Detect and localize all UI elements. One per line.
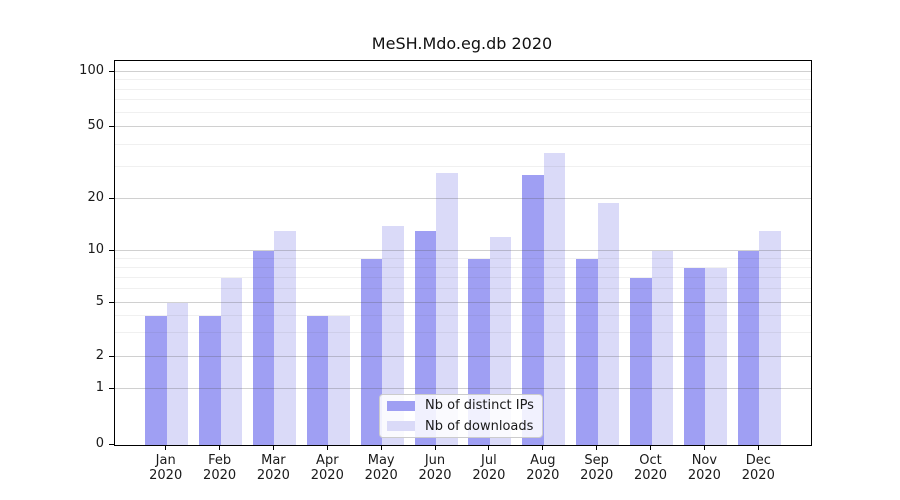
bar-downloads-sep: [597, 202, 620, 445]
x-tick-mark-jul: [488, 445, 490, 450]
gridline-major-10: [115, 250, 811, 251]
x-tick-label-jan: Jan 2020: [149, 453, 183, 483]
bar-ips-may: [360, 258, 383, 445]
bar-downloads-apr: [328, 316, 350, 445]
x-tick-label-apr: Apr 2020: [310, 453, 344, 483]
y-tick-label-0: 0: [95, 436, 104, 451]
x-tick-label-nov: Nov 2020: [687, 453, 721, 483]
gridline-minor-6: [115, 288, 811, 290]
x-tick-mark-dec: [757, 445, 759, 450]
legend-item-downloads: Nb of downloads: [380, 418, 542, 436]
bar-ips-jun: [414, 231, 437, 445]
gridline-minor-3: [115, 332, 811, 334]
legend-swatch-downloads: [387, 421, 415, 432]
legend-item-distinct-ips: Nb of distinct IPs: [380, 397, 542, 415]
y-tick-mark-0: [109, 443, 114, 445]
x-tick-label-jul: Jul 2020: [472, 453, 506, 483]
x-tick-label-sep: Sep 2020: [580, 453, 614, 483]
bar-ips-mar: [252, 251, 275, 445]
y-tick-mark-50: [109, 125, 114, 127]
bar-ips-apr: [306, 316, 329, 445]
x-tick-mark-feb: [219, 445, 221, 450]
legend-label-downloads: Nb of downloads: [425, 418, 534, 434]
x-tick-label-oct: Oct 2020: [633, 453, 668, 483]
y-tick-label-2: 2: [95, 348, 104, 363]
gridline-minor-9: [115, 257, 811, 259]
x-tick-mark-jan: [165, 445, 167, 450]
gridline-major-5: [115, 302, 811, 303]
y-tick-label-50: 50: [87, 118, 104, 133]
plot-area: Nb of distinct IPs Nb of downloads: [114, 60, 812, 446]
bar-ips-dec: [737, 251, 760, 445]
x-tick-mark-may: [380, 445, 382, 450]
y-tick-mark-20: [109, 197, 114, 199]
gridline-major-2: [115, 356, 811, 357]
y-tick-label-10: 10: [87, 242, 104, 257]
bar-ips-feb: [199, 316, 221, 445]
x-tick-label-may: May 2020: [364, 453, 398, 483]
bar-downloads-oct: [651, 251, 674, 445]
bar-downloads-nov: [705, 267, 727, 445]
y-tick-mark-100: [109, 70, 114, 72]
bar-ips-sep: [576, 258, 598, 445]
bar-downloads-jun: [436, 172, 458, 445]
bar-downloads-jan: [166, 303, 189, 445]
y-tick-mark-10: [109, 249, 114, 251]
y-tick-mark-5: [109, 301, 114, 303]
y-tick-label-100: 100: [79, 63, 104, 78]
bar-ips-nov: [683, 267, 706, 445]
bar-downloads-may: [382, 225, 404, 445]
x-tick-mark-sep: [596, 445, 598, 450]
bar-downloads-feb: [220, 277, 243, 445]
bar-ips-jan: [145, 316, 167, 445]
gridline-minor-60: [115, 111, 811, 113]
legend-swatch-distinct-ips: [387, 400, 415, 411]
bar-downloads-mar: [274, 231, 296, 445]
y-tick-mark-1: [109, 387, 114, 389]
x-tick-mark-apr: [326, 445, 328, 450]
bar-ips-aug: [522, 175, 544, 445]
x-tick-label-feb: Feb 2020: [203, 453, 237, 483]
gridline-minor-70: [115, 99, 811, 101]
y-tick-label-20: 20: [87, 190, 104, 205]
y-tick-label-1: 1: [95, 380, 104, 395]
gridline-major-50: [115, 126, 811, 127]
gridline-minor-80: [115, 88, 811, 90]
legend: Nb of distinct IPs Nb of downloads: [379, 394, 543, 438]
gridline-major-20: [115, 198, 811, 199]
gridline-minor-8: [115, 266, 811, 268]
gridline-minor-7: [115, 276, 811, 278]
gridline-minor-40: [115, 143, 811, 145]
bar-downloads-aug: [543, 152, 566, 445]
bar-downloads-dec: [759, 231, 781, 445]
x-tick-mark-aug: [542, 445, 544, 450]
gridline-major-100: [115, 71, 811, 72]
x-tick-mark-oct: [650, 445, 651, 450]
x-tick-label-mar: Mar 2020: [256, 453, 290, 483]
gridline-major-1: [115, 388, 811, 389]
chart-title: MeSH.Mdo.eg.db 2020: [371, 34, 553, 53]
y-tick-label-5: 5: [95, 294, 104, 309]
gridline-minor-4: [115, 315, 811, 317]
x-tick-label-aug: Aug 2020: [526, 453, 560, 483]
bar-downloads-jul: [489, 237, 512, 445]
y-tick-mark-2: [109, 355, 114, 357]
x-tick-mark-mar: [272, 445, 274, 450]
x-tick-label-dec: Dec 2020: [741, 453, 775, 483]
x-tick-mark-nov: [703, 445, 705, 450]
bar-ips-oct: [630, 277, 652, 445]
x-tick-label-jun: Jun 2020: [418, 453, 452, 483]
x-tick-mark-jun: [434, 445, 436, 450]
gridline-minor-30: [115, 166, 811, 168]
gridline-minor-90: [115, 79, 811, 81]
legend-label-distinct-ips: Nb of distinct IPs: [425, 398, 534, 414]
